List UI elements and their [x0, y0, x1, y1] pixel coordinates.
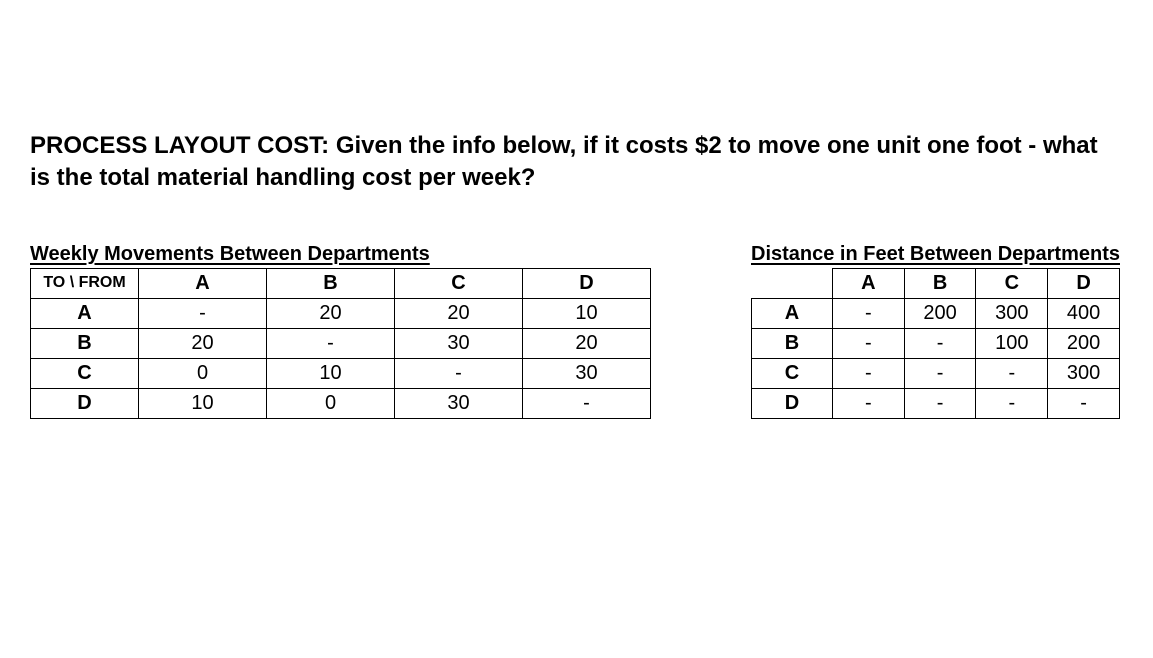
cell: -	[833, 358, 905, 388]
cell: 400	[1048, 298, 1120, 328]
title-lead: PROCESS LAYOUT COST:	[30, 132, 329, 159]
table-row: B 20 - 30 20	[31, 328, 651, 358]
cell: 10	[523, 298, 651, 328]
col-header: A	[833, 268, 905, 298]
cell: 30	[395, 388, 523, 418]
cell: 0	[139, 358, 267, 388]
table-row: A - 200 300 400	[752, 298, 1120, 328]
cell: 30	[395, 328, 523, 358]
col-header: B	[904, 268, 976, 298]
distance-corner	[752, 268, 833, 298]
distance-table: A B C D A - 200 300 400 B - - 100	[751, 268, 1120, 419]
cell: -	[976, 358, 1048, 388]
cell: 300	[1048, 358, 1120, 388]
row-header: D	[752, 388, 833, 418]
table-row: A - 20 20 10	[31, 298, 651, 328]
cell: 20	[395, 298, 523, 328]
cell: -	[833, 328, 905, 358]
question-title: PROCESS LAYOUT COST: Given the info belo…	[30, 130, 1123, 195]
cell: -	[395, 358, 523, 388]
table-row: D 10 0 30 -	[31, 388, 651, 418]
cell: -	[904, 358, 976, 388]
cell: -	[139, 298, 267, 328]
cell: -	[523, 388, 651, 418]
cell: 20	[267, 298, 395, 328]
row-header: C	[31, 358, 139, 388]
cell: 10	[139, 388, 267, 418]
col-header: C	[395, 268, 523, 298]
cell: -	[904, 328, 976, 358]
cell: -	[904, 388, 976, 418]
cell: 10	[267, 358, 395, 388]
row-header: B	[752, 328, 833, 358]
distance-caption: Distance in Feet Between Departments	[751, 243, 1120, 266]
cell: 20	[139, 328, 267, 358]
distance-table-wrap: Distance in Feet Between Departments A B…	[751, 243, 1120, 419]
row-header: C	[752, 358, 833, 388]
cell: 300	[976, 298, 1048, 328]
movements-table: TO \ FROM A B C D A - 20 20 10 B 20 -	[30, 268, 651, 419]
table-row: TO \ FROM A B C D	[31, 268, 651, 298]
cell: -	[1048, 388, 1120, 418]
row-header: A	[31, 298, 139, 328]
col-header: B	[267, 268, 395, 298]
movements-corner: TO \ FROM	[31, 268, 139, 298]
cell: 100	[976, 328, 1048, 358]
col-header: D	[523, 268, 651, 298]
cell: -	[976, 388, 1048, 418]
col-header: D	[1048, 268, 1120, 298]
cell: 0	[267, 388, 395, 418]
table-row: B - - 100 200	[752, 328, 1120, 358]
row-header: D	[31, 388, 139, 418]
movements-caption: Weekly Movements Between Departments	[30, 243, 651, 266]
cell: 200	[904, 298, 976, 328]
cell: -	[267, 328, 395, 358]
col-header: A	[139, 268, 267, 298]
cell: 20	[523, 328, 651, 358]
table-row: D - - - -	[752, 388, 1120, 418]
table-row: A B C D	[752, 268, 1120, 298]
cell: -	[833, 298, 905, 328]
cell: -	[833, 388, 905, 418]
cell: 30	[523, 358, 651, 388]
tables-row: Weekly Movements Between Departments TO …	[30, 243, 1123, 419]
table-row: C 0 10 - 30	[31, 358, 651, 388]
movements-table-wrap: Weekly Movements Between Departments TO …	[30, 243, 651, 419]
row-header: B	[31, 328, 139, 358]
col-header: C	[976, 268, 1048, 298]
row-header: A	[752, 298, 833, 328]
cell: 200	[1048, 328, 1120, 358]
table-row: C - - - 300	[752, 358, 1120, 388]
